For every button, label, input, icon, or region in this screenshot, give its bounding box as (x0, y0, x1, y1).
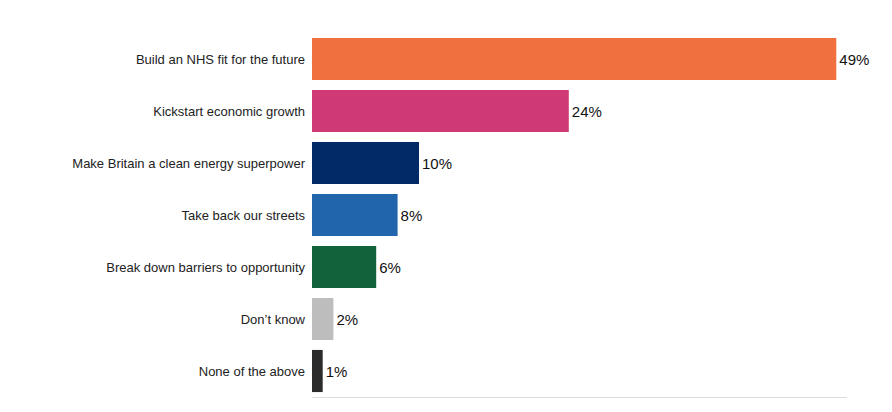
svg-text:49%: 49% (839, 51, 869, 68)
svg-text:Build an NHS fit for the futur: Build an NHS fit for the future (136, 52, 305, 67)
svg-text:10%: 10% (422, 155, 452, 172)
svg-text:6%: 6% (379, 259, 401, 276)
svg-text:Kickstart economic growth: Kickstart economic growth (153, 104, 305, 119)
svg-text:2%: 2% (336, 311, 358, 328)
svg-text:Break down barriers to opportu: Break down barriers to opportunity (106, 260, 305, 275)
svg-text:Make Britain a clean energy su: Make Britain a clean energy superpower (72, 156, 305, 171)
svg-text:8%: 8% (401, 207, 423, 224)
svg-text:None of the above: None of the above (199, 364, 305, 379)
svg-text:1%: 1% (326, 363, 348, 380)
svg-text:24%: 24% (572, 103, 602, 120)
svg-text:Take back our streets: Take back our streets (181, 208, 305, 223)
svg-text:Don’t know: Don’t know (241, 312, 306, 327)
